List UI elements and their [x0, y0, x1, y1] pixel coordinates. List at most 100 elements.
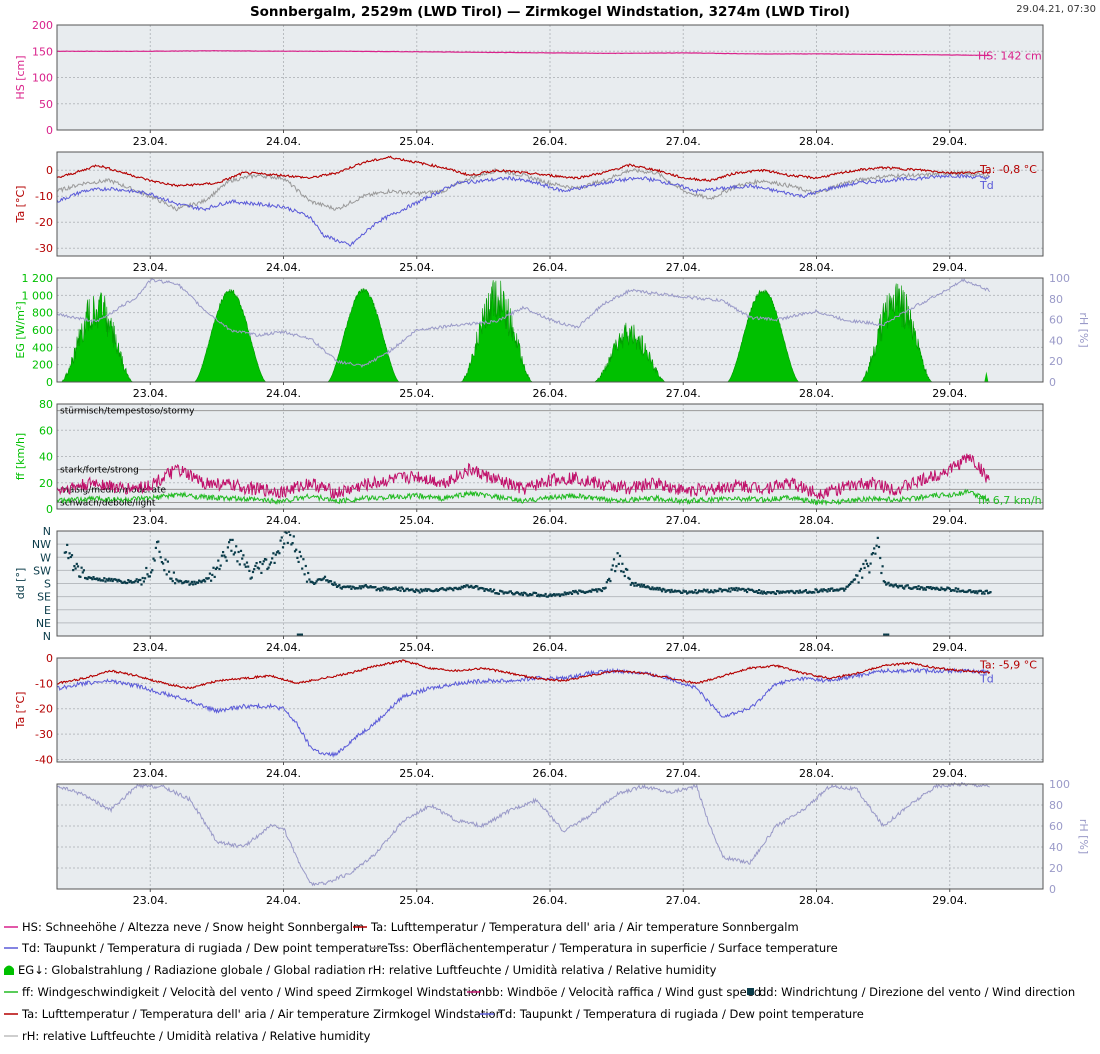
series-line-wind-gust — [56, 453, 990, 500]
scatter-point — [473, 585, 476, 588]
scatter-point — [704, 589, 707, 592]
scatter-point — [283, 542, 286, 545]
y-tick-label: NE — [36, 617, 51, 630]
y-tick-label: 0 — [46, 652, 53, 665]
scatter-point — [575, 591, 578, 594]
legend-item-eg[interactable]: EG↓: Globalstrahlung / Radiazione global… — [4, 963, 365, 977]
scatter-point — [407, 589, 410, 592]
x-tick-label: 25.04. — [399, 261, 434, 274]
scatter-point — [923, 587, 926, 590]
scatter-point — [635, 584, 638, 587]
scatter-point — [511, 592, 514, 595]
scatter-point — [449, 587, 452, 590]
legend-item-td-sonnbergalm[interactable]: Td: Taupunkt / Temperatura di rugiada / … — [4, 941, 388, 955]
scatter-point — [128, 580, 131, 583]
scatter-point — [441, 587, 444, 590]
scatter-point — [714, 590, 717, 593]
scatter-point — [693, 591, 696, 594]
scatter-point — [153, 559, 156, 562]
scatter-point — [459, 587, 462, 591]
scatter-point — [550, 594, 553, 598]
scatter-point — [211, 573, 214, 576]
scatter-point — [542, 594, 545, 597]
y2-tick-label: 80 — [1049, 293, 1063, 306]
scatter-point — [224, 556, 227, 559]
x-tick-label: 26.04. — [533, 387, 568, 400]
scatter-point — [940, 586, 943, 589]
scatter-point — [593, 589, 596, 592]
scatter-point — [654, 588, 658, 591]
scatter-point — [331, 582, 334, 586]
scatter-point — [779, 590, 782, 593]
scatter-point — [117, 578, 120, 581]
scatter-point — [350, 587, 353, 590]
scatter-point — [140, 583, 143, 586]
x-tick-label: 23.04. — [133, 135, 168, 148]
scatter-point — [943, 589, 947, 592]
scatter-point — [648, 587, 652, 590]
annotation-air-temperature: Ta: -0,8 °C — [979, 163, 1037, 176]
x-tick-label: 27.04. — [666, 641, 701, 654]
series-line-dew-point — [56, 173, 990, 248]
scatter-point — [388, 588, 391, 591]
scatter-point — [766, 591, 769, 594]
scatter-point — [86, 577, 89, 581]
scatter-point — [907, 586, 911, 589]
scatter-point — [351, 585, 354, 588]
chart-humidity-zirmkogel: 0 20 40 60 80 100 rH [%] 23.04. 24.04. 25.04. 26.0… — [56, 778, 1090, 907]
scatter-point — [740, 588, 743, 591]
scatter-point — [425, 589, 428, 592]
legend-item-ta-zirmkogel[interactable]: Ta: Lufttemperatur / Temperatura dell' a… — [4, 1007, 503, 1021]
scatter-point — [169, 577, 172, 580]
scatter-point — [815, 588, 818, 591]
x-tick-label: 24.04. — [266, 135, 301, 148]
scatter-point — [91, 578, 94, 581]
scatter-point — [598, 588, 601, 591]
scatter-point — [368, 586, 371, 589]
scatter-point — [335, 585, 339, 588]
x-tick-label: 24.04. — [266, 894, 301, 907]
scatter-point — [193, 580, 196, 583]
scatter-point — [606, 579, 610, 582]
legend-item-bb[interactable]: bb: Windböe / Velocità raffica / Wind gu… — [467, 985, 761, 999]
scatter-point — [849, 582, 852, 585]
x-tick-label: 29.04. — [932, 894, 967, 907]
scatter-point — [809, 591, 812, 594]
scatter-point — [152, 557, 155, 560]
scatter-point — [599, 589, 602, 592]
legend-label-dd: dd: Windrichtung / Direzione del vento /… — [759, 985, 1075, 999]
legend-item-hs[interactable]: HS: Schneehöhe / Altezza neve / Snow hei… — [4, 920, 364, 934]
scatter-point — [716, 589, 719, 592]
chart-snow-height: 0 50 100 150 200 HS [cm] HS: 142 cm 23.04. 24.04… — [14, 19, 1044, 148]
legend-label-eg: EG↓: Globalstrahlung / Radiazione global… — [18, 963, 365, 977]
series-line-air-temperature — [56, 659, 991, 690]
radiation-area-day — [593, 322, 666, 383]
scatter-point — [293, 550, 297, 553]
scatter-point — [744, 588, 747, 591]
legend-item-rh-zirmkogel[interactable]: rH: relative Luftfeuchte / Umidità relat… — [4, 1029, 371, 1043]
scatter-point — [609, 580, 612, 583]
y2-axis-label: rH [%] — [1077, 312, 1090, 347]
scatter-point — [901, 586, 905, 589]
legend-item-rh-sonnbergalm[interactable]: rH: relative Luftfeuchte / Umidità relat… — [350, 963, 717, 977]
scatter-point — [244, 565, 247, 568]
scatter-point — [353, 587, 357, 590]
scatter-point — [729, 590, 732, 593]
legend-item-ff[interactable]: ff: Windgeschwindigkeit / Velocità del v… — [4, 985, 485, 999]
scatter-point — [768, 591, 771, 594]
scatter-point — [69, 555, 72, 559]
scatter-point — [170, 577, 173, 580]
scatter-point — [273, 561, 276, 564]
legend-item-td-zirmkogel[interactable]: Td: Taupunkt / Temperatura di rugiada / … — [480, 1007, 864, 1021]
scatter-point — [881, 565, 884, 568]
scatter-point — [797, 591, 800, 594]
legend-item-dd[interactable]: dd: Windrichtung / Direzione del vento /… — [747, 985, 1075, 999]
scatter-point — [717, 589, 720, 593]
legend-item-tss[interactable]: Tss: Oberflächentemperatur / Temperatura… — [370, 941, 838, 955]
legend-item-ta-sonnbergalm[interactable]: Ta: Lufttemperatur / Temperatura dell' a… — [353, 920, 799, 934]
chart-global-radiation: 0 200 400 600 800 1 000 1 200 EG [W/m²] 0 20 40 60 8… — [14, 272, 1090, 400]
scatter-point — [558, 594, 562, 598]
scatter-point — [603, 587, 606, 590]
scatter-point — [647, 586, 650, 589]
scatter-point — [816, 591, 819, 594]
